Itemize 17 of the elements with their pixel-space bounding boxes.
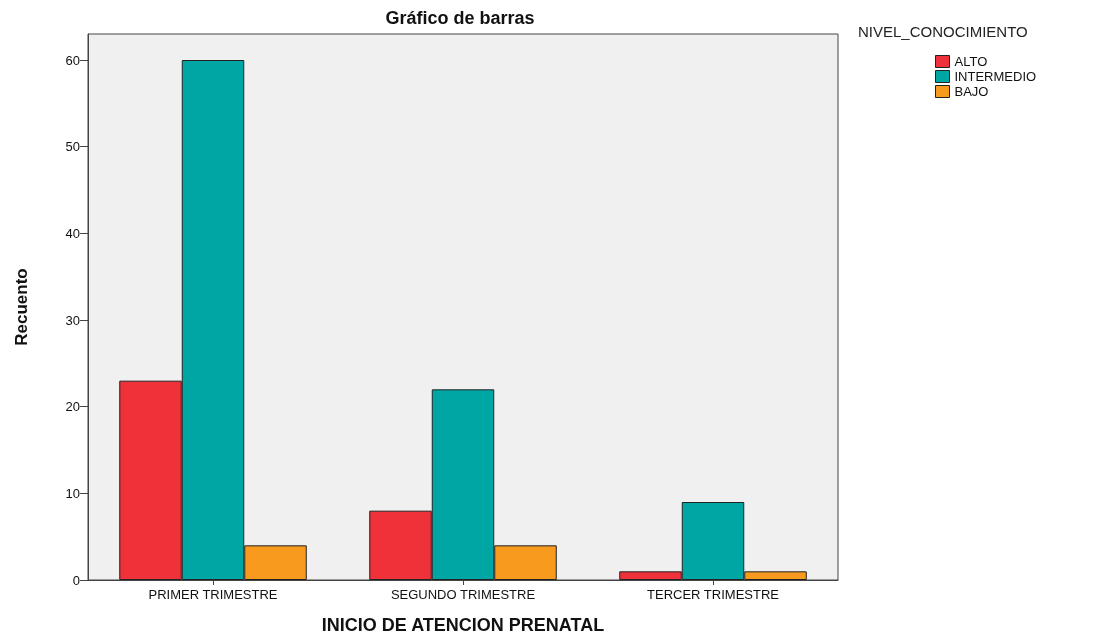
y-axis-title: Recuento [12, 268, 31, 346]
x-tick-label: PRIMER TRIMESTRE [148, 587, 278, 602]
y-tick-label: 60 [65, 52, 80, 68]
legend-label: BAJO [954, 84, 989, 99]
y-tick-label: 50 [65, 139, 80, 155]
legend-label: ALTO [954, 54, 988, 69]
legend-label: INTERMEDIO [954, 69, 1037, 84]
y-tick-label: 10 [65, 485, 80, 501]
x-axis-title: INICIO DE ATENCION PRENATAL [321, 615, 605, 635]
x-tick-label: TERCER TRIMESTRE [647, 587, 780, 602]
y-tick-label: 30 [65, 312, 80, 328]
y-tick-label: 40 [65, 225, 80, 241]
legend-title: NIVEL_CONOCIMIENTO [858, 23, 1028, 40]
x-tick-label: SEGUNDO TRIMESTRE [390, 587, 536, 602]
y-tick-label: 20 [65, 399, 80, 415]
y-tick-label: 0 [72, 572, 80, 588]
chart-title: Gráfico de barras [385, 8, 535, 28]
